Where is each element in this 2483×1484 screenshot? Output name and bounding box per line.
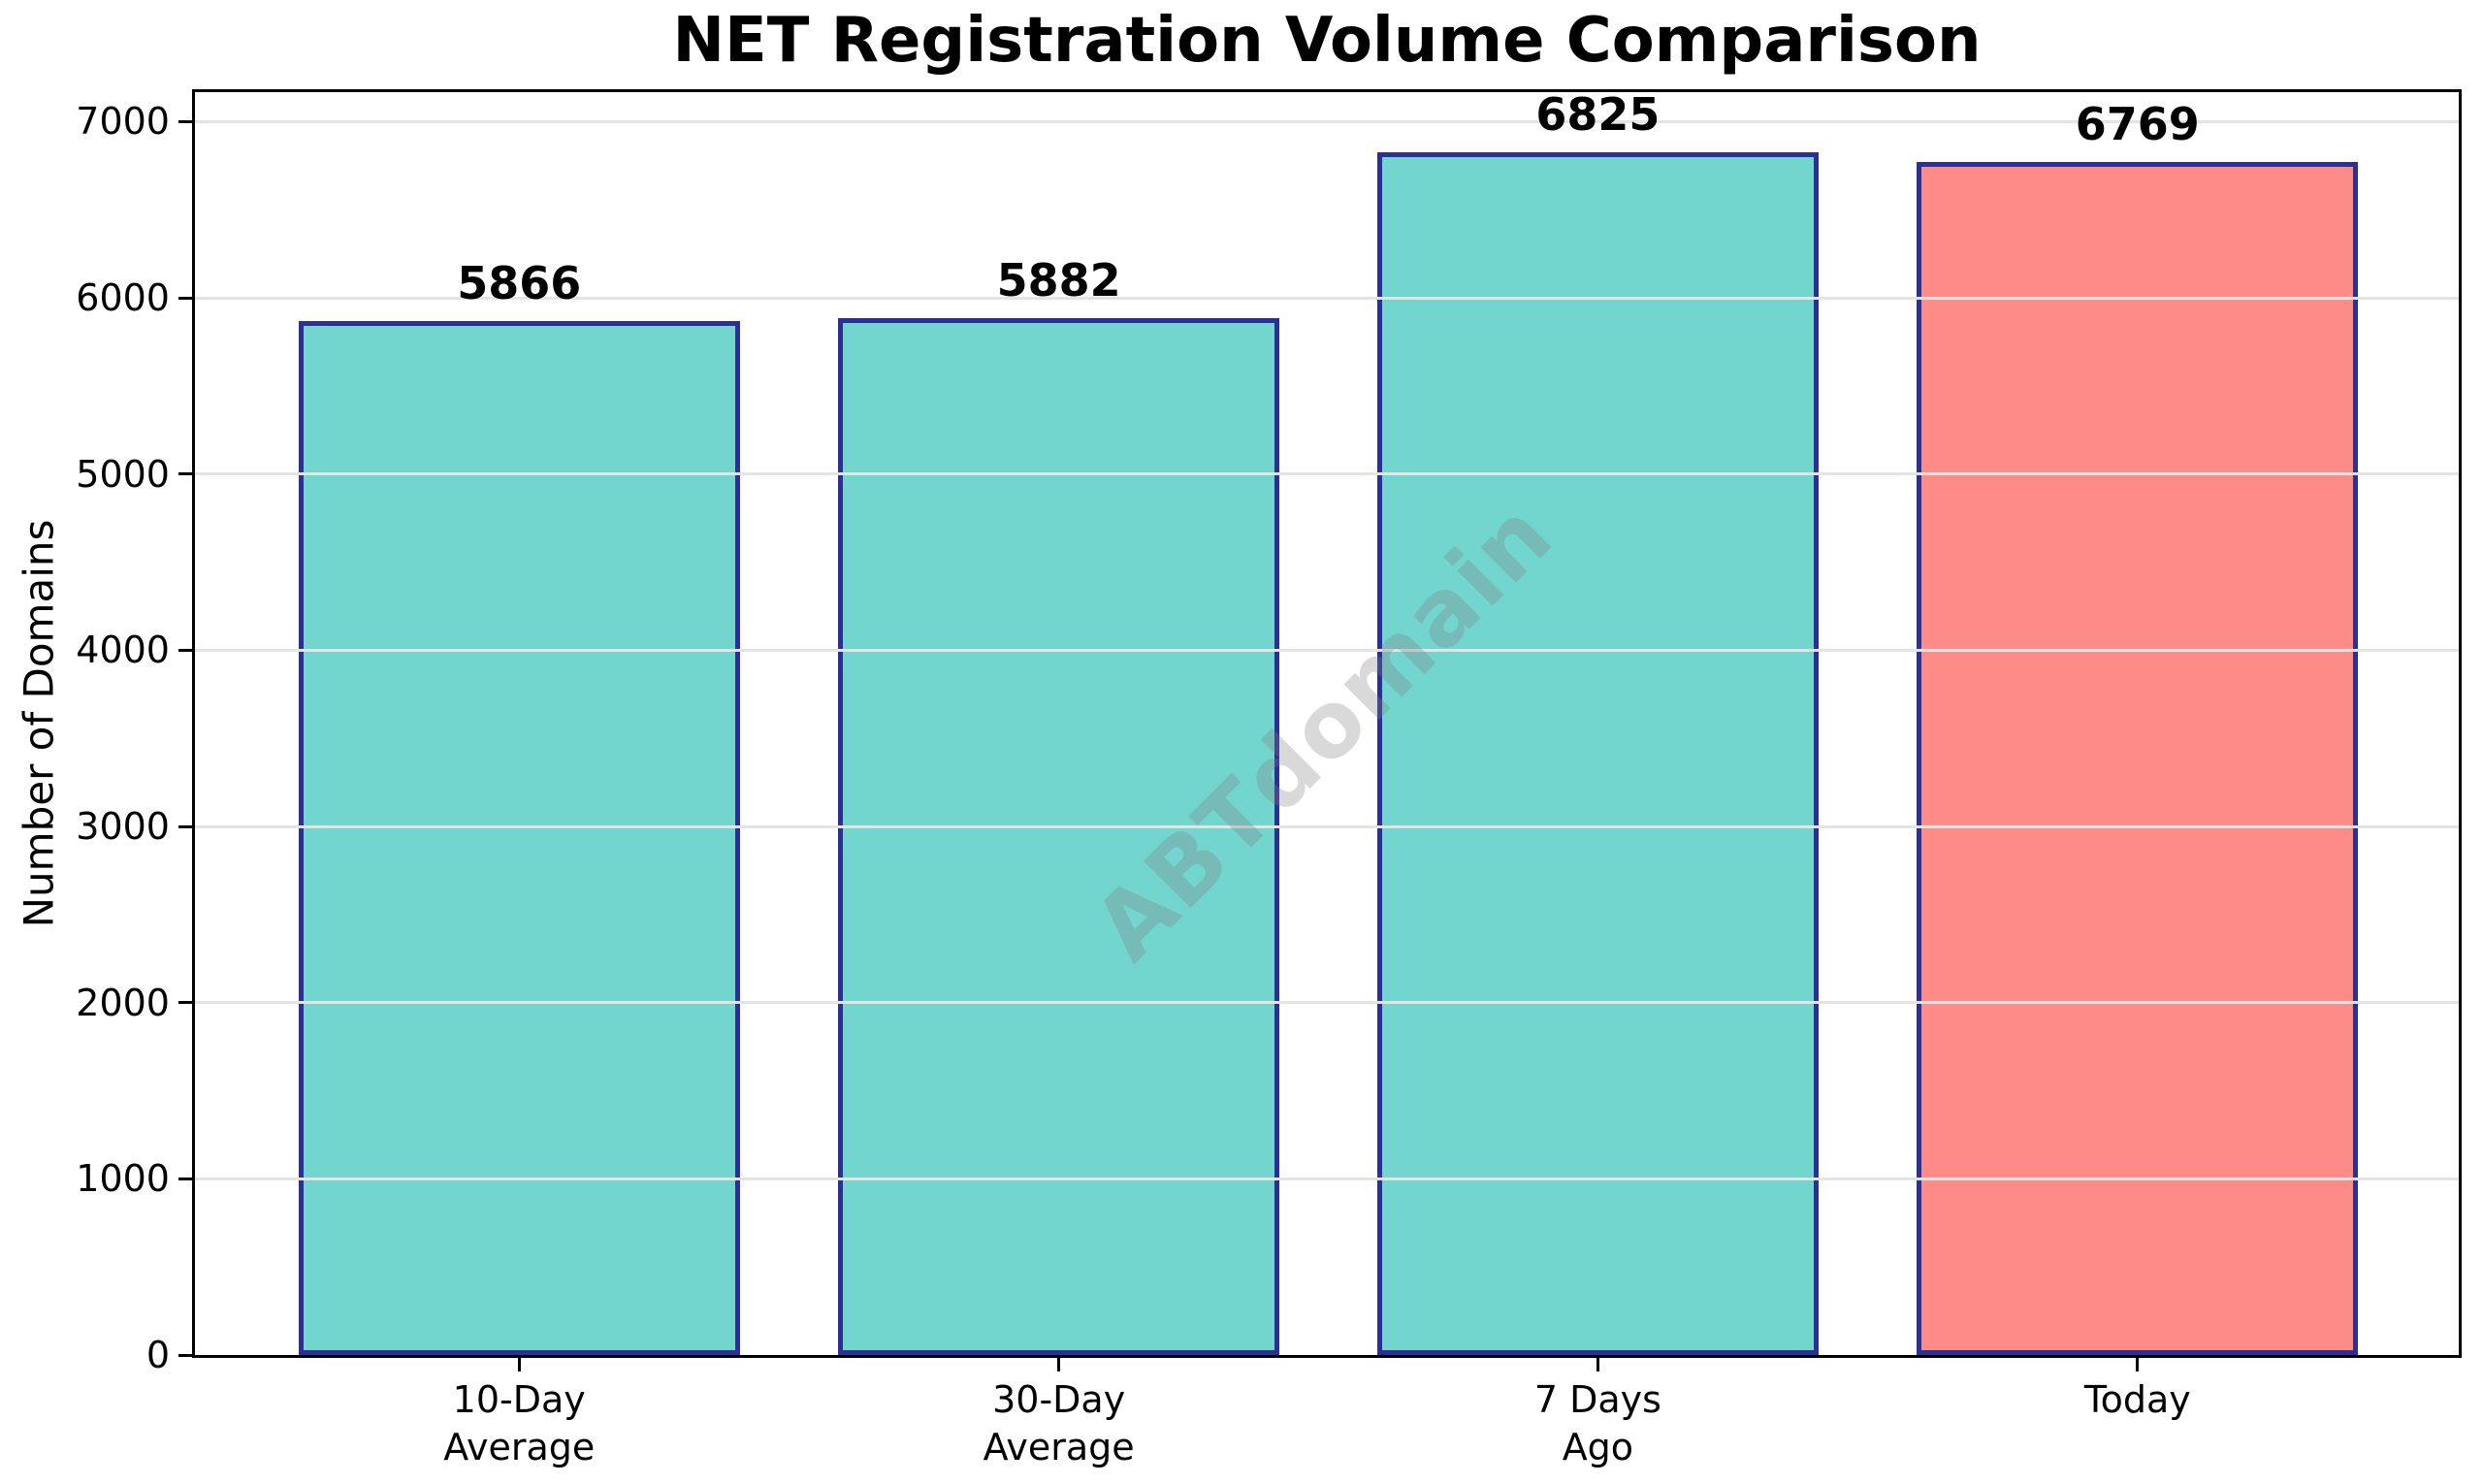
bar-10-day-average — [298, 321, 740, 1355]
gridline-3000 — [195, 824, 2459, 828]
y-tick-mark — [178, 472, 192, 476]
chart-title: NET Registration Volume Comparison — [672, 5, 1982, 77]
y-tick-mark — [178, 119, 192, 123]
bar-value-label: 6769 — [2075, 98, 2200, 151]
y-tick-mark — [178, 1001, 192, 1005]
bar-30-day-average — [838, 318, 1280, 1355]
x-tick-mark — [1057, 1358, 1061, 1371]
y-tick-label-0: 0 — [145, 1334, 170, 1376]
bar-7-days-ago — [1376, 152, 1819, 1355]
x-tick-label-30-day-average: 30-Day Average — [983, 1378, 1135, 1469]
y-tick-label-5000: 5000 — [76, 452, 170, 496]
gridline-6000 — [195, 296, 2459, 300]
gridline-1000 — [195, 1177, 2459, 1180]
y-tick-mark — [178, 296, 192, 300]
y-tick-mark — [178, 1353, 192, 1357]
y-tick-label-6000: 6000 — [76, 276, 170, 320]
x-tick-mark — [2136, 1358, 2140, 1371]
x-tick-label-today: Today — [2083, 1378, 2191, 1421]
bar-value-label: 5866 — [457, 257, 582, 310]
y-tick-label-2000: 2000 — [76, 981, 170, 1024]
bar-value-label: 6825 — [1535, 88, 1661, 142]
y-tick-label-7000: 7000 — [76, 100, 170, 144]
bar-value-label: 5882 — [996, 254, 1121, 307]
bar-today — [1917, 162, 2359, 1355]
gridline-5000 — [195, 472, 2459, 476]
y-tick-label-3000: 3000 — [76, 805, 170, 849]
plot-area: 5866 5882 6825 6769 0 1000 2000 3000 4000 5000 60… — [76, 88, 2462, 1468]
y-tick-mark — [178, 1177, 192, 1180]
gridline-7000 — [195, 119, 2459, 123]
gridline-2000 — [195, 1001, 2459, 1005]
y-tick-mark — [178, 648, 192, 652]
x-tick-label-7-days-ago: 7 Days Ago — [1533, 1378, 1661, 1469]
x-tick-mark — [1596, 1358, 1599, 1371]
x-tick-label-10-day-average: 10-Day Average — [443, 1378, 596, 1469]
y-tick-mark — [178, 824, 192, 828]
gridline-4000 — [195, 648, 2459, 652]
y-tick-label-4000: 4000 — [76, 629, 170, 672]
y-tick-label-1000: 1000 — [76, 1157, 170, 1201]
y-axis-label: Number of Domains — [15, 519, 63, 928]
x-tick-mark — [517, 1358, 521, 1371]
